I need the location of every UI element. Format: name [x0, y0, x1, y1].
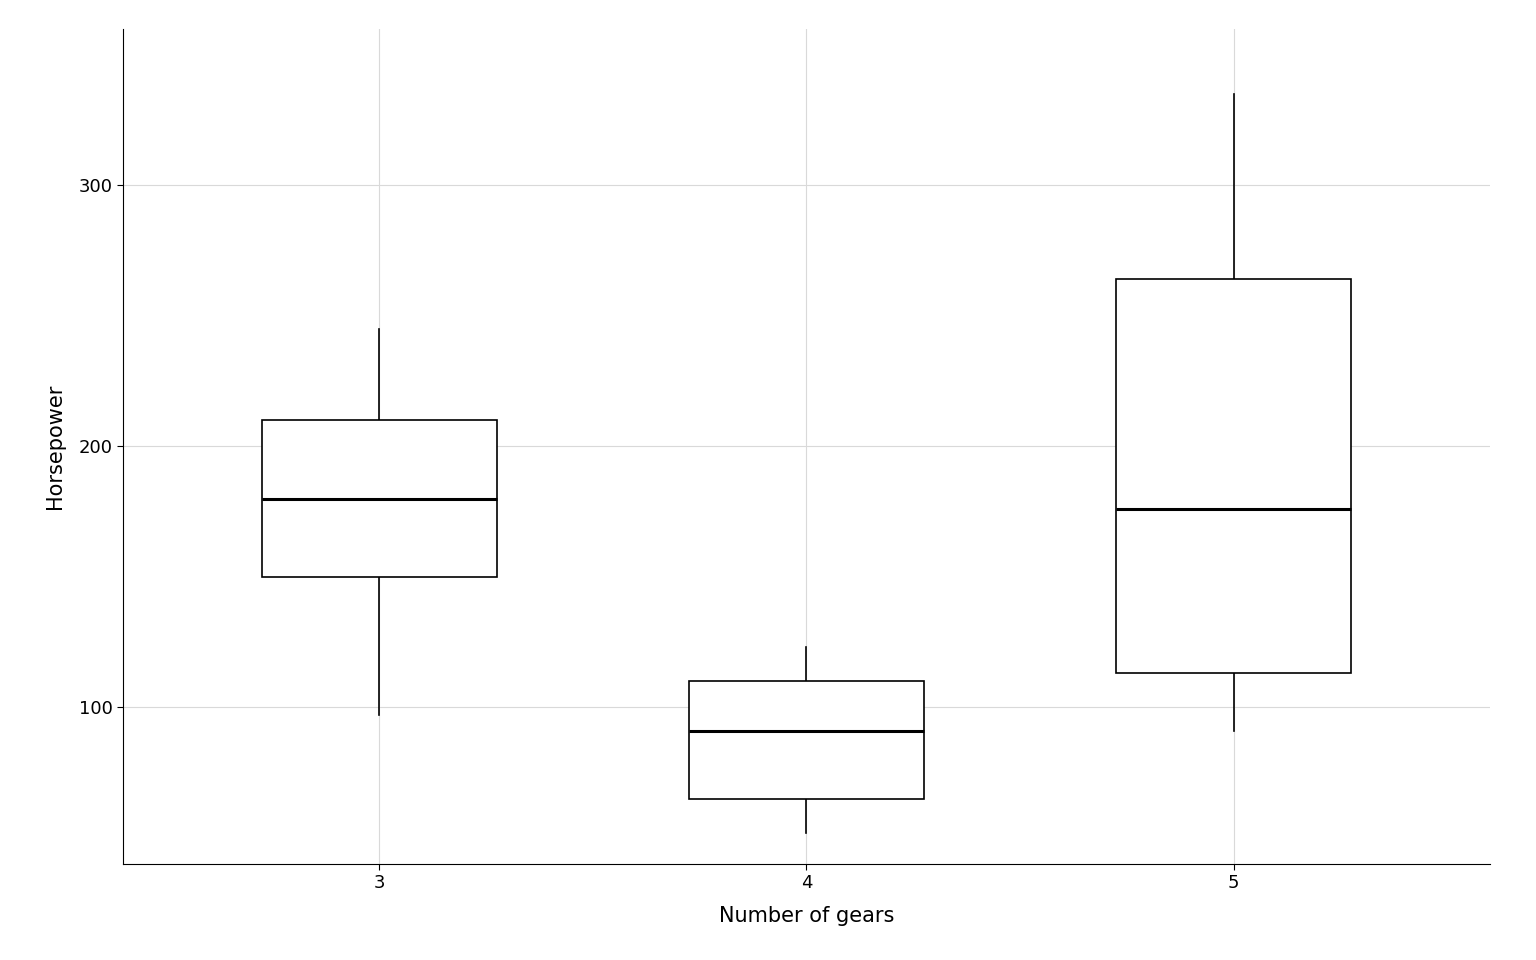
- X-axis label: Number of gears: Number of gears: [719, 906, 894, 926]
- Bar: [1117, 279, 1352, 674]
- Y-axis label: Horsepower: Horsepower: [45, 384, 65, 509]
- Bar: [690, 682, 923, 799]
- Bar: [261, 420, 496, 577]
